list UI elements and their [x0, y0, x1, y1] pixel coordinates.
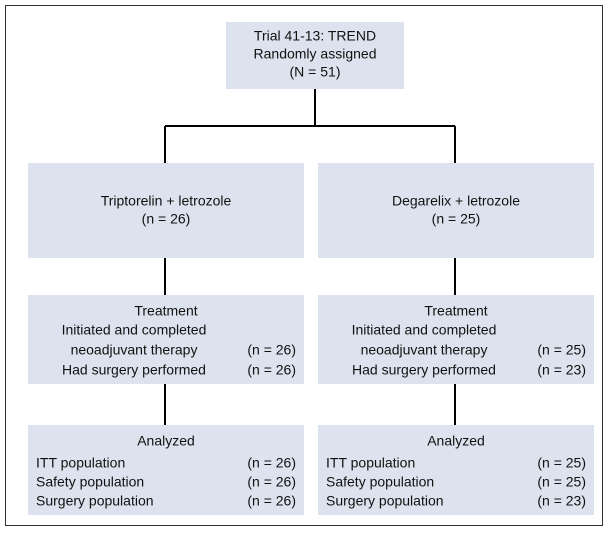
treatment-n: (n = 26)	[247, 342, 296, 358]
analysis-title: Analyzed	[427, 433, 485, 449]
treatment-label: Had surgery performed	[62, 362, 206, 378]
analysis-n: (n = 26)	[247, 493, 296, 509]
frame	[5, 5, 603, 526]
treatment-title: Treatment	[424, 303, 487, 319]
treatment-n: (n = 23)	[537, 362, 586, 378]
analysis-label: ITT population	[326, 455, 415, 471]
randomization-text: (N = 51)	[290, 64, 341, 80]
treatment-label: neoadjuvant therapy	[71, 342, 198, 358]
treatment-n: (n = 25)	[537, 342, 586, 358]
treatment-label: Initiated and completed	[352, 322, 497, 338]
arm-n: (n = 25)	[432, 211, 481, 227]
treatment-label: Initiated and completed	[62, 322, 207, 338]
treatment-label: neoadjuvant therapy	[361, 342, 488, 358]
treatment-box	[318, 295, 594, 384]
treatment-label: Had surgery performed	[352, 362, 496, 378]
analysis-label: Surgery population	[326, 493, 444, 509]
arm-box	[318, 163, 594, 258]
analysis-box	[318, 425, 594, 515]
arm-name: Triptorelin + letrozole	[101, 193, 232, 209]
randomization-text: Trial 41-13: TREND	[254, 28, 376, 44]
arm-n: (n = 26)	[142, 211, 191, 227]
analysis-label: Safety population	[326, 474, 434, 490]
analysis-box	[28, 425, 304, 515]
analysis-label: Safety population	[36, 474, 144, 490]
analysis-title: Analyzed	[137, 433, 195, 449]
arm-box	[28, 163, 304, 258]
randomization-box	[226, 22, 404, 89]
treatment-box	[28, 295, 304, 384]
analysis-n: (n = 23)	[537, 493, 586, 509]
analysis-n: (n = 26)	[247, 474, 296, 490]
connectors	[164, 89, 456, 425]
treatment-n: (n = 26)	[247, 362, 296, 378]
treatment-title: Treatment	[134, 303, 197, 319]
analysis-n: (n = 25)	[537, 474, 586, 490]
analysis-n: (n = 25)	[537, 455, 586, 471]
arm-name: Degarelix + letrozole	[392, 193, 520, 209]
analysis-label: Surgery population	[36, 493, 154, 509]
analysis-label: ITT population	[36, 455, 125, 471]
randomization-text: Randomly assigned	[254, 46, 377, 62]
analysis-n: (n = 26)	[247, 455, 296, 471]
